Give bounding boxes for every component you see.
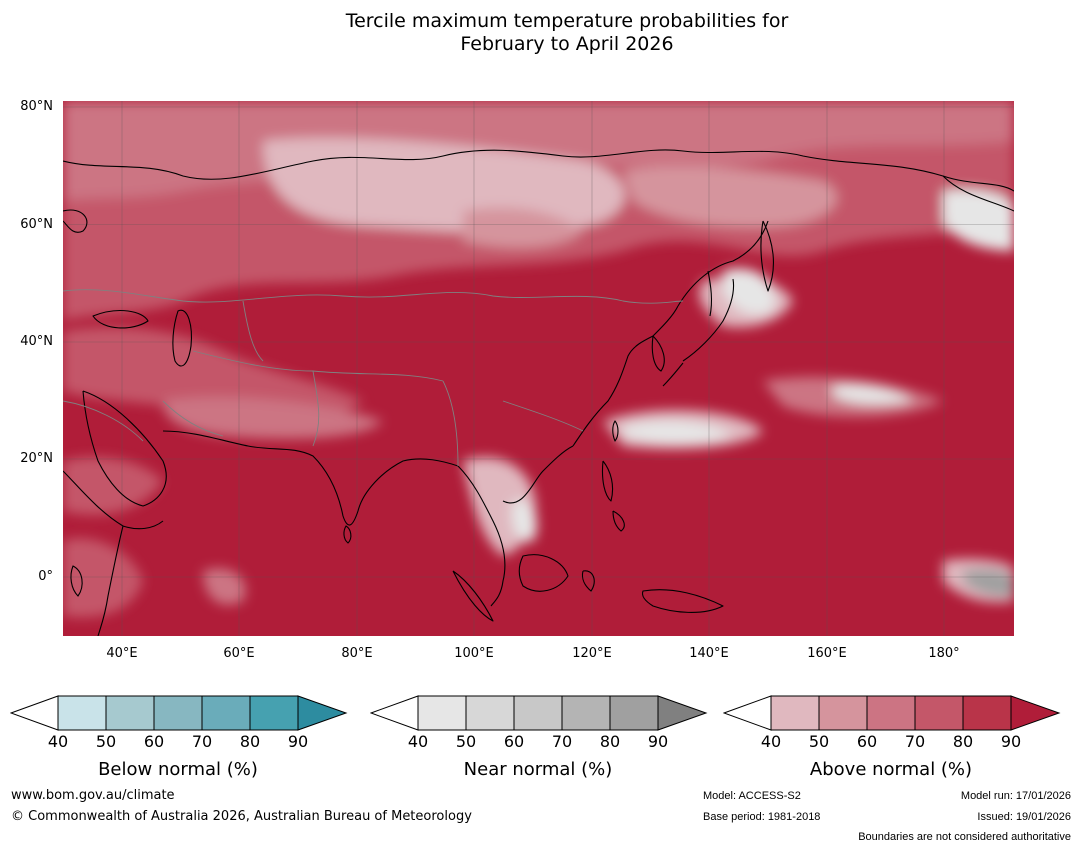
- tick-label: 50: [455, 732, 477, 751]
- lat-label-0: 0°: [38, 569, 53, 584]
- map-title: Tercile maximum temperature probabilitie…: [0, 10, 1081, 56]
- near-normal-label: Near normal (%): [463, 759, 613, 780]
- map-svg: [63, 101, 1014, 636]
- probability-map[interactable]: [63, 101, 1014, 636]
- below-normal-tip: [297, 695, 348, 731]
- tick-label: 70: [551, 732, 573, 751]
- tick-label: 80: [952, 732, 974, 751]
- model-name: Model: ACCESS-S2: [703, 790, 801, 802]
- colorbar-cell: [249, 695, 299, 731]
- lat-label-20n: 20°N: [20, 451, 53, 466]
- above-normal-label: Above normal (%): [809, 759, 973, 780]
- country-boundaries: [63, 289, 684, 467]
- above-normal-colorbar: [723, 695, 1061, 731]
- colorbar-cell: [866, 695, 916, 731]
- colorbar-cell: [465, 695, 515, 731]
- lon-label-160e: 160°E: [807, 646, 847, 661]
- colorbar-cell: [153, 695, 203, 731]
- colorbar-cell: [561, 695, 611, 731]
- tick-label: 90: [647, 732, 669, 751]
- base-period: Base period: 1981-2018: [703, 811, 821, 823]
- tick-label: 50: [808, 732, 830, 751]
- colorbar-cell: [105, 695, 155, 731]
- colorbar-cell: [57, 695, 107, 731]
- colorbar-cell: [609, 695, 659, 731]
- tick-label: 60: [856, 732, 878, 751]
- lon-label-180: 180°: [928, 646, 960, 661]
- issued-date: Issued: 19/01/2026: [977, 811, 1071, 823]
- colorbar-cell: [201, 695, 251, 731]
- near-normal-tip: [657, 695, 708, 731]
- model-run-date: Model run: 17/01/2026: [960, 790, 1071, 802]
- website-link[interactable]: www.bom.gov.au/climate: [11, 788, 175, 803]
- tick-label: 40: [47, 732, 69, 751]
- colorbar-cell: [513, 695, 563, 731]
- lon-label-40e: 40°E: [106, 646, 138, 661]
- lon-label-140e: 140°E: [689, 646, 729, 661]
- tick-label: 40: [407, 732, 429, 751]
- graticule: [63, 101, 1014, 636]
- lon-label-80e: 80°E: [341, 646, 373, 661]
- lat-label-60n: 60°N: [20, 217, 53, 232]
- probability-fields: [63, 101, 1014, 618]
- tick-label: 40: [760, 732, 782, 751]
- near-normal-colorbar: [370, 695, 708, 731]
- colorbar-cell: [818, 695, 868, 731]
- tick-label: 70: [191, 732, 213, 751]
- lat-label-80n: 80°N: [20, 99, 53, 114]
- tick-label: 70: [904, 732, 926, 751]
- lon-label-60e: 60°E: [223, 646, 255, 661]
- lon-label-120e: 120°E: [572, 646, 612, 661]
- lon-label-100e: 100°E: [454, 646, 494, 661]
- colorbar-cell: [962, 695, 1012, 731]
- lat-label-40n: 40°N: [20, 334, 53, 349]
- tick-label: 50: [95, 732, 117, 751]
- tick-label: 90: [1000, 732, 1022, 751]
- tick-label: 60: [143, 732, 165, 751]
- tick-label: 60: [503, 732, 525, 751]
- tick-label: 80: [239, 732, 261, 751]
- boundary-disclaimer: Boundaries are not considered authoritat…: [858, 831, 1071, 843]
- colorbar-cell: [770, 695, 820, 731]
- copyright-text: © Commonwealth of Australia 2026, Austra…: [11, 809, 472, 824]
- tick-label: 90: [287, 732, 309, 751]
- above-normal-tip: [1010, 695, 1061, 731]
- title-line-2: February to April 2026: [460, 33, 674, 55]
- colorbar-cell: [417, 695, 467, 731]
- colorbar-cell: [914, 695, 964, 731]
- below-normal-label: Below normal (%): [98, 759, 258, 780]
- title-line-1: Tercile maximum temperature probabilitie…: [345, 10, 789, 32]
- tick-label: 80: [599, 732, 621, 751]
- below-normal-colorbar: [10, 695, 348, 731]
- coastlines: [63, 149, 1014, 636]
